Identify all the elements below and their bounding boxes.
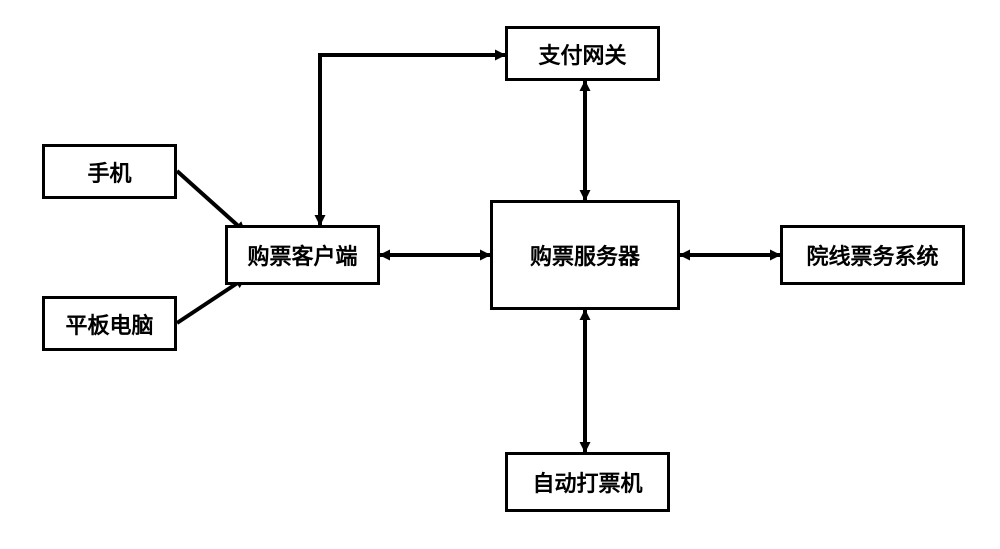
node-tablet: 平板电脑 xyxy=(42,296,177,351)
node-phone: 手机 xyxy=(42,144,177,199)
node-cinema: 院线票务系统 xyxy=(780,225,965,285)
edge-phone-client xyxy=(177,171,245,232)
node-server: 购票服务器 xyxy=(490,200,680,310)
diagram-canvas: 手机平板电脑购票客户端 支付网关购票服务器 院线票务系统自动打票机 xyxy=(0,0,1000,549)
edge-client-gateway xyxy=(320,55,505,225)
node-gateway: 支付网关 xyxy=(505,26,660,81)
node-client: 购票客户端 xyxy=(225,225,380,285)
node-printer: 自动打票机 xyxy=(505,452,670,512)
